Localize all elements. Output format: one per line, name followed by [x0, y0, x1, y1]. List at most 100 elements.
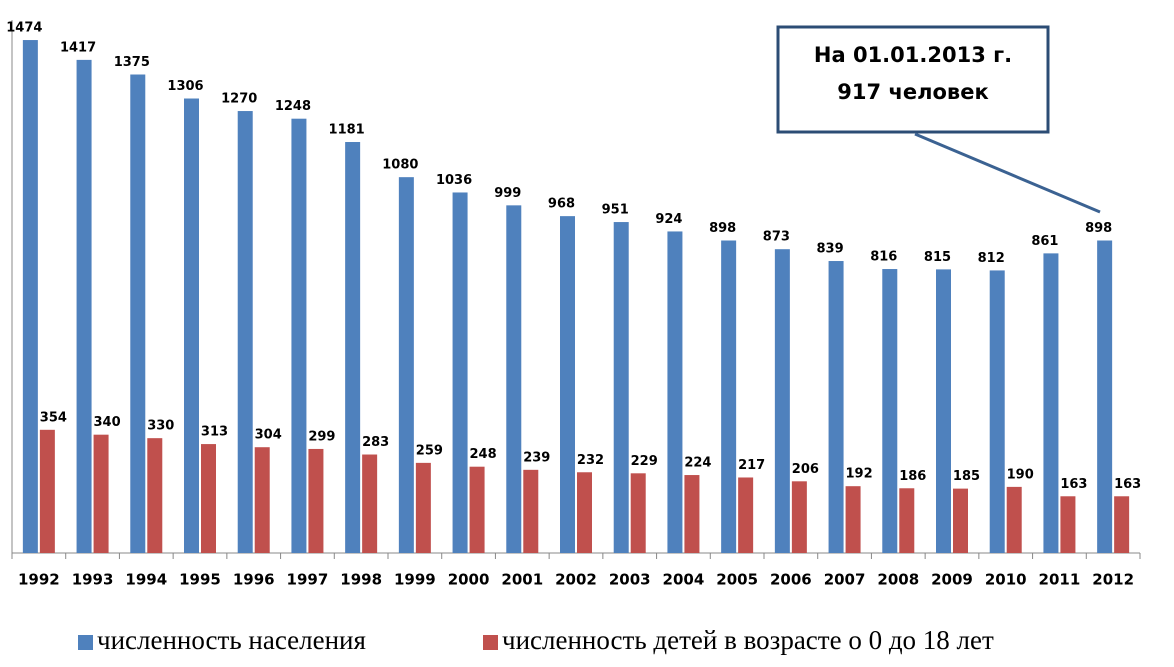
value-label: 1417 — [60, 40, 96, 55]
value-label: 304 — [255, 428, 282, 443]
bar — [93, 434, 109, 553]
bar — [882, 269, 898, 553]
bar — [130, 74, 146, 553]
value-label: 186 — [899, 469, 926, 484]
x-tick-label: 1996 — [233, 571, 275, 589]
value-label: 1080 — [382, 158, 418, 173]
bar — [184, 98, 199, 554]
bar — [828, 261, 844, 553]
value-label: 898 — [1085, 221, 1112, 236]
value-label: 812 — [978, 251, 1005, 266]
value-label: 1306 — [167, 79, 203, 94]
bar — [684, 475, 700, 553]
bar — [667, 231, 683, 553]
value-label: 1375 — [114, 55, 150, 70]
x-tick-label: 2005 — [716, 571, 758, 589]
value-label: 1036 — [436, 173, 472, 188]
value-label: 192 — [846, 467, 873, 482]
bar — [1114, 496, 1130, 553]
x-tick-label: 2011 — [1039, 571, 1081, 589]
x-tick-label: 2003 — [609, 571, 651, 589]
bar — [415, 462, 431, 553]
x-tick-label: 2009 — [931, 571, 973, 589]
bar — [469, 466, 485, 553]
value-label: 1181 — [329, 123, 365, 138]
x-tick-label: 1998 — [340, 571, 382, 589]
bar — [630, 473, 646, 553]
x-tick-label: 2002 — [555, 571, 597, 589]
value-label: 283 — [362, 435, 389, 450]
x-tick-label: 1993 — [72, 571, 114, 589]
bar — [560, 216, 575, 554]
value-label: 1474 — [6, 21, 42, 36]
value-label: 224 — [684, 456, 711, 471]
bar — [1060, 496, 1076, 553]
bar — [345, 142, 361, 553]
x-tick-label: 1995 — [179, 571, 221, 589]
value-label: 185 — [953, 469, 980, 484]
annotation-text: 917 человек — [837, 80, 988, 104]
value-label: 217 — [738, 458, 765, 473]
value-label: 816 — [870, 250, 897, 265]
x-tick-label: 2001 — [501, 571, 543, 589]
x-tick-label: 1992 — [18, 571, 60, 589]
bar — [577, 472, 592, 553]
bar — [1097, 240, 1113, 553]
value-label: 968 — [548, 197, 575, 212]
value-label: 1270 — [221, 92, 257, 107]
bar — [201, 444, 216, 553]
x-tick-label: 2010 — [985, 571, 1027, 589]
bar — [308, 448, 324, 553]
value-label: 898 — [709, 221, 736, 236]
annotation-box — [776, 25, 1050, 134]
bar — [506, 205, 522, 553]
x-tick-label: 2008 — [877, 571, 919, 589]
x-tick-label: 1999 — [394, 571, 436, 589]
bar — [953, 488, 968, 553]
annotation-pointer — [914, 132, 1101, 214]
value-label: 163 — [1060, 477, 1087, 492]
x-tick-label: 2012 — [1092, 571, 1134, 589]
value-label: 229 — [631, 454, 658, 469]
legend-swatch — [78, 635, 93, 650]
legend-label: численность населения — [97, 625, 366, 655]
value-label: 239 — [523, 450, 550, 465]
value-label: 313 — [201, 425, 228, 440]
value-label: 330 — [147, 419, 174, 434]
value-label: 190 — [1007, 467, 1034, 482]
x-tick-label: 1994 — [125, 571, 167, 589]
bar — [523, 469, 539, 553]
legend-label: численность детей в возрасте о 0 до 18 л… — [502, 625, 994, 655]
bar — [936, 269, 951, 553]
bar — [22, 40, 38, 554]
bar — [989, 270, 1005, 553]
value-label: 951 — [602, 203, 629, 218]
bar — [1006, 486, 1022, 553]
bar — [738, 477, 754, 553]
value-label: 259 — [416, 443, 443, 458]
value-label: 815 — [924, 250, 951, 265]
value-label: 1248 — [275, 99, 311, 114]
x-tick-label: 1997 — [287, 571, 329, 589]
x-tick-label: 2007 — [824, 571, 866, 589]
bar — [398, 177, 414, 553]
bar — [1043, 253, 1059, 553]
annotation-text: На 01.01.2013 г. — [814, 43, 1012, 67]
value-label: 924 — [655, 212, 682, 227]
x-tick-label: 2004 — [663, 571, 705, 589]
value-label: 340 — [94, 415, 121, 430]
bar — [291, 118, 307, 554]
legend-swatch — [483, 635, 498, 650]
value-label: 873 — [763, 230, 790, 245]
value-label: 861 — [1031, 234, 1058, 249]
value-label: 839 — [817, 242, 844, 257]
bar — [613, 222, 629, 553]
x-tick-label: 2006 — [770, 571, 812, 589]
bar — [899, 488, 915, 553]
bar — [791, 481, 807, 553]
bar — [237, 111, 253, 553]
bar — [254, 447, 270, 553]
bar — [721, 240, 737, 553]
bar — [774, 249, 790, 554]
